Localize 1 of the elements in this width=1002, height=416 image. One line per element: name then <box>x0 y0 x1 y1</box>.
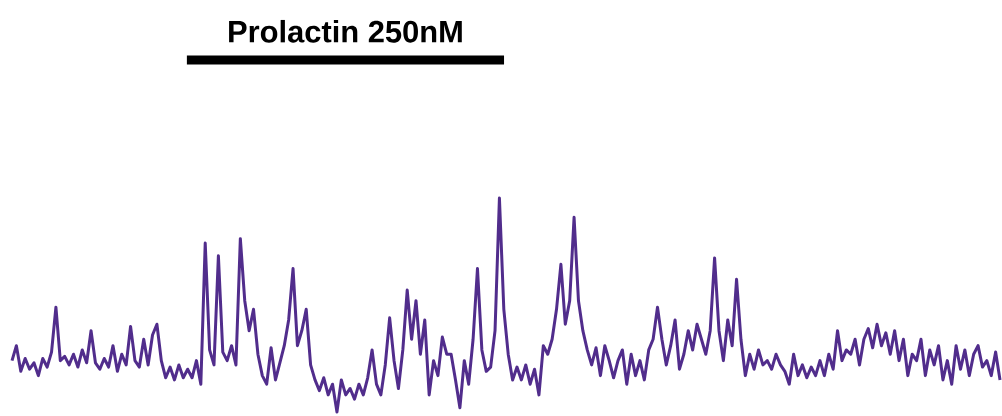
text: Prolactin 250nM <box>229 19 462 43</box>
